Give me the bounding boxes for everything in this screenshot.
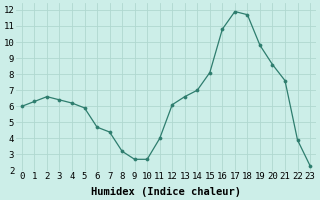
- X-axis label: Humidex (Indice chaleur): Humidex (Indice chaleur): [91, 186, 241, 197]
